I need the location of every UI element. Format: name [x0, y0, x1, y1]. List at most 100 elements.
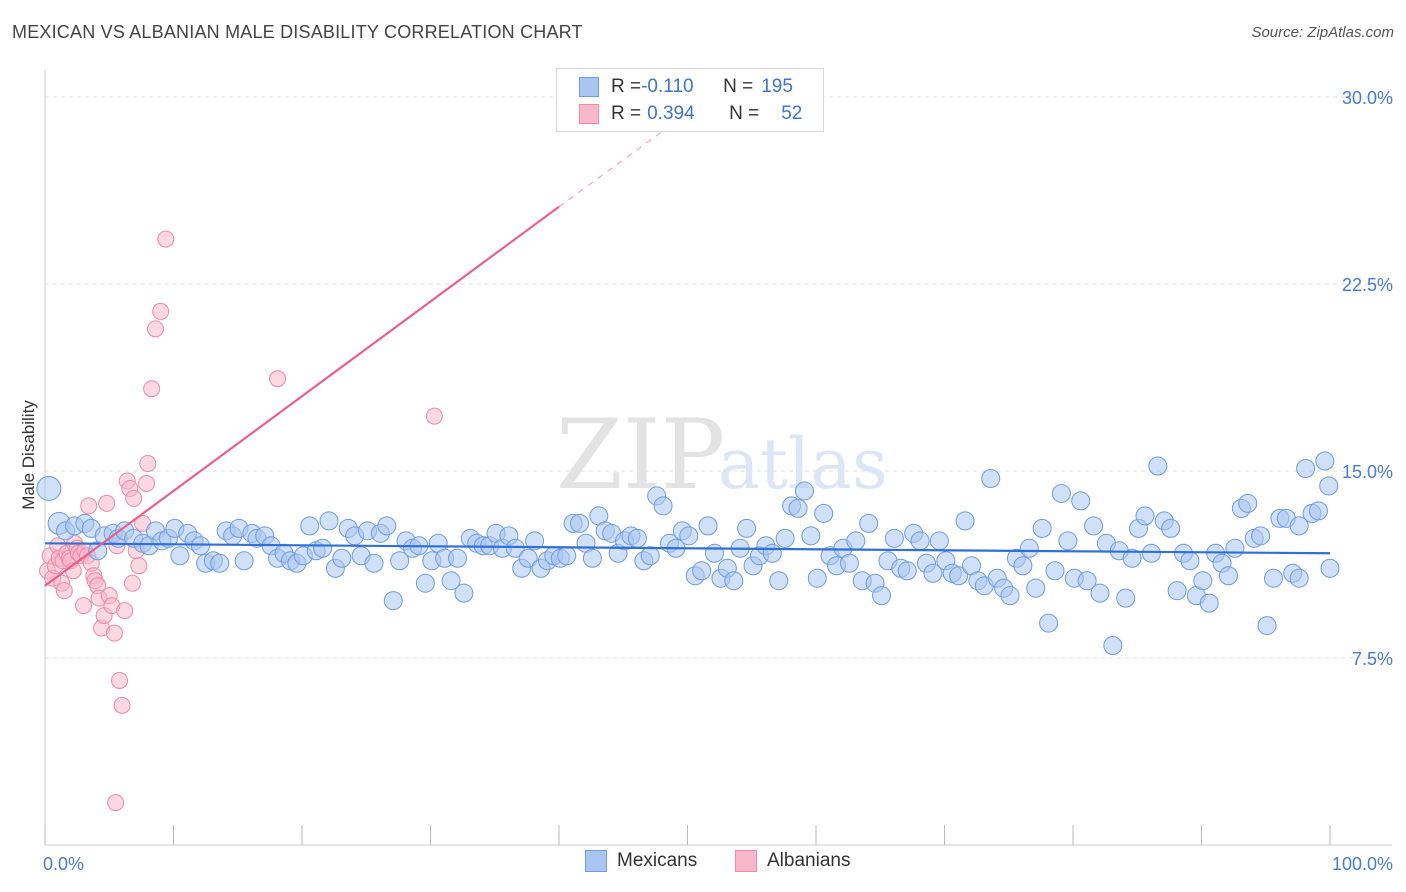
mexican-point: [724, 571, 744, 591]
mexican-point: [1026, 578, 1046, 598]
mexican-point: [1289, 516, 1309, 536]
mexican-point: [234, 551, 254, 571]
mexican-point: [807, 568, 827, 588]
albanian-point: [107, 794, 125, 812]
mexican-point: [1199, 593, 1219, 613]
legend-n-label: N =: [729, 103, 760, 124]
mexican-point: [1180, 551, 1200, 571]
mexican-point: [1315, 451, 1335, 471]
albanian-point: [75, 597, 93, 615]
x-tick-label: 100.0%: [1332, 854, 1393, 874]
mexican-point: [505, 538, 525, 558]
albanian-point: [143, 380, 161, 398]
mexican-point: [1296, 459, 1316, 479]
legend-swatch-blue: [579, 77, 599, 97]
mexican-point: [447, 548, 467, 568]
y-axis-title: Male Disability: [19, 400, 38, 510]
y-tick-label: 22.5%: [1342, 275, 1393, 295]
grid-lines: [45, 96, 1392, 659]
mexican-point: [1319, 476, 1339, 496]
mexican-point: [1135, 506, 1155, 526]
mexican-point: [1019, 538, 1039, 558]
albanian-trend-extension: [558, 131, 663, 208]
mexican-point: [910, 531, 930, 551]
y-tick-label: 15.0%: [1342, 462, 1393, 482]
mexican-point: [1257, 616, 1277, 636]
mexican-point: [1058, 531, 1078, 551]
trend-lines: [44, 131, 1331, 587]
mexican-point: [1161, 518, 1181, 538]
albanian-point: [116, 602, 134, 620]
mexican-point: [170, 546, 190, 566]
source-label: Source: ZipAtlas.com: [1251, 24, 1394, 41]
mexican-point: [1218, 566, 1238, 586]
mexican-point: [390, 551, 410, 571]
mexican-point: [769, 571, 789, 591]
mexican-point: [364, 553, 384, 573]
legend-swatch-mexicans: [585, 850, 607, 872]
mexican-point: [1071, 491, 1091, 511]
albanian-point: [147, 320, 165, 338]
mexican-point: [1045, 561, 1065, 581]
mexican-point: [525, 531, 545, 551]
mexican-point: [1148, 456, 1168, 476]
mexican-point: [859, 513, 879, 533]
mexican-point: [949, 566, 969, 586]
mexican-point: [1193, 571, 1213, 591]
mexican-point: [1039, 613, 1059, 633]
legend-label-albanians: Albanians: [767, 850, 851, 871]
albanian-point: [139, 455, 157, 473]
mexican-point: [846, 531, 866, 551]
mexican-point: [1238, 493, 1258, 513]
legend-swatch-pink: [579, 104, 599, 124]
mexican-point: [332, 548, 352, 568]
legend-n-value: 52: [781, 103, 803, 124]
mexican-point: [1141, 543, 1161, 563]
mexican-point: [1251, 526, 1271, 546]
legend-n-value: 195: [761, 76, 793, 97]
mexican-point: [582, 548, 602, 568]
tick-labels: 7.5% 15.0% 22.5% 30.0% 0.0% 100.0%: [43, 88, 1393, 874]
mexican-point: [872, 586, 892, 606]
mexican-point: [981, 468, 1001, 488]
mexican-point: [1032, 518, 1052, 538]
mexican-point: [897, 561, 917, 581]
mexican-point: [1000, 586, 1020, 606]
mexican-point: [788, 498, 808, 518]
y-tick-label: 30.0%: [1342, 88, 1393, 108]
legend-r-label: R =: [611, 76, 642, 97]
mexican-point: [794, 481, 814, 501]
albanian-point: [125, 489, 143, 507]
albanian-point: [113, 696, 131, 714]
mexican-point: [1289, 568, 1309, 588]
legend-swatch-albanians: [735, 850, 757, 872]
chart-title: MEXICAN VS ALBANIAN MALE DISABILITY CORR…: [12, 22, 583, 42]
mexican-point: [36, 475, 62, 501]
mexican-point: [814, 503, 834, 523]
mexican-trend-line: [44, 542, 1331, 555]
mexican-point: [737, 518, 757, 538]
mexican-point: [570, 513, 590, 533]
mexican-point: [1225, 538, 1245, 558]
mexican-point: [1167, 581, 1187, 601]
mexican-point: [1051, 483, 1071, 503]
albanian-point: [123, 574, 141, 592]
mexican-point: [300, 516, 320, 536]
albanian-point: [98, 494, 116, 512]
stats-legend: R = -0.110 N = 195 R = 0.394 N = 52: [556, 68, 824, 132]
mexican-point: [1116, 588, 1136, 608]
mexican-point: [775, 528, 795, 548]
albanian-point: [80, 497, 98, 515]
legend-item-albanians: Albanians: [735, 850, 850, 872]
mexican-point: [313, 538, 333, 558]
albanian-point: [111, 671, 129, 689]
albanian-point: [138, 474, 156, 492]
mexican-point: [190, 536, 210, 556]
mexican-point: [884, 528, 904, 548]
x-tick-label: 0.0%: [43, 854, 84, 874]
mexican-point: [1263, 568, 1283, 588]
mexican-point: [698, 516, 718, 536]
albanian-point: [130, 557, 148, 575]
legend-row-albanians: R = 0.394 N = 52: [579, 101, 802, 127]
